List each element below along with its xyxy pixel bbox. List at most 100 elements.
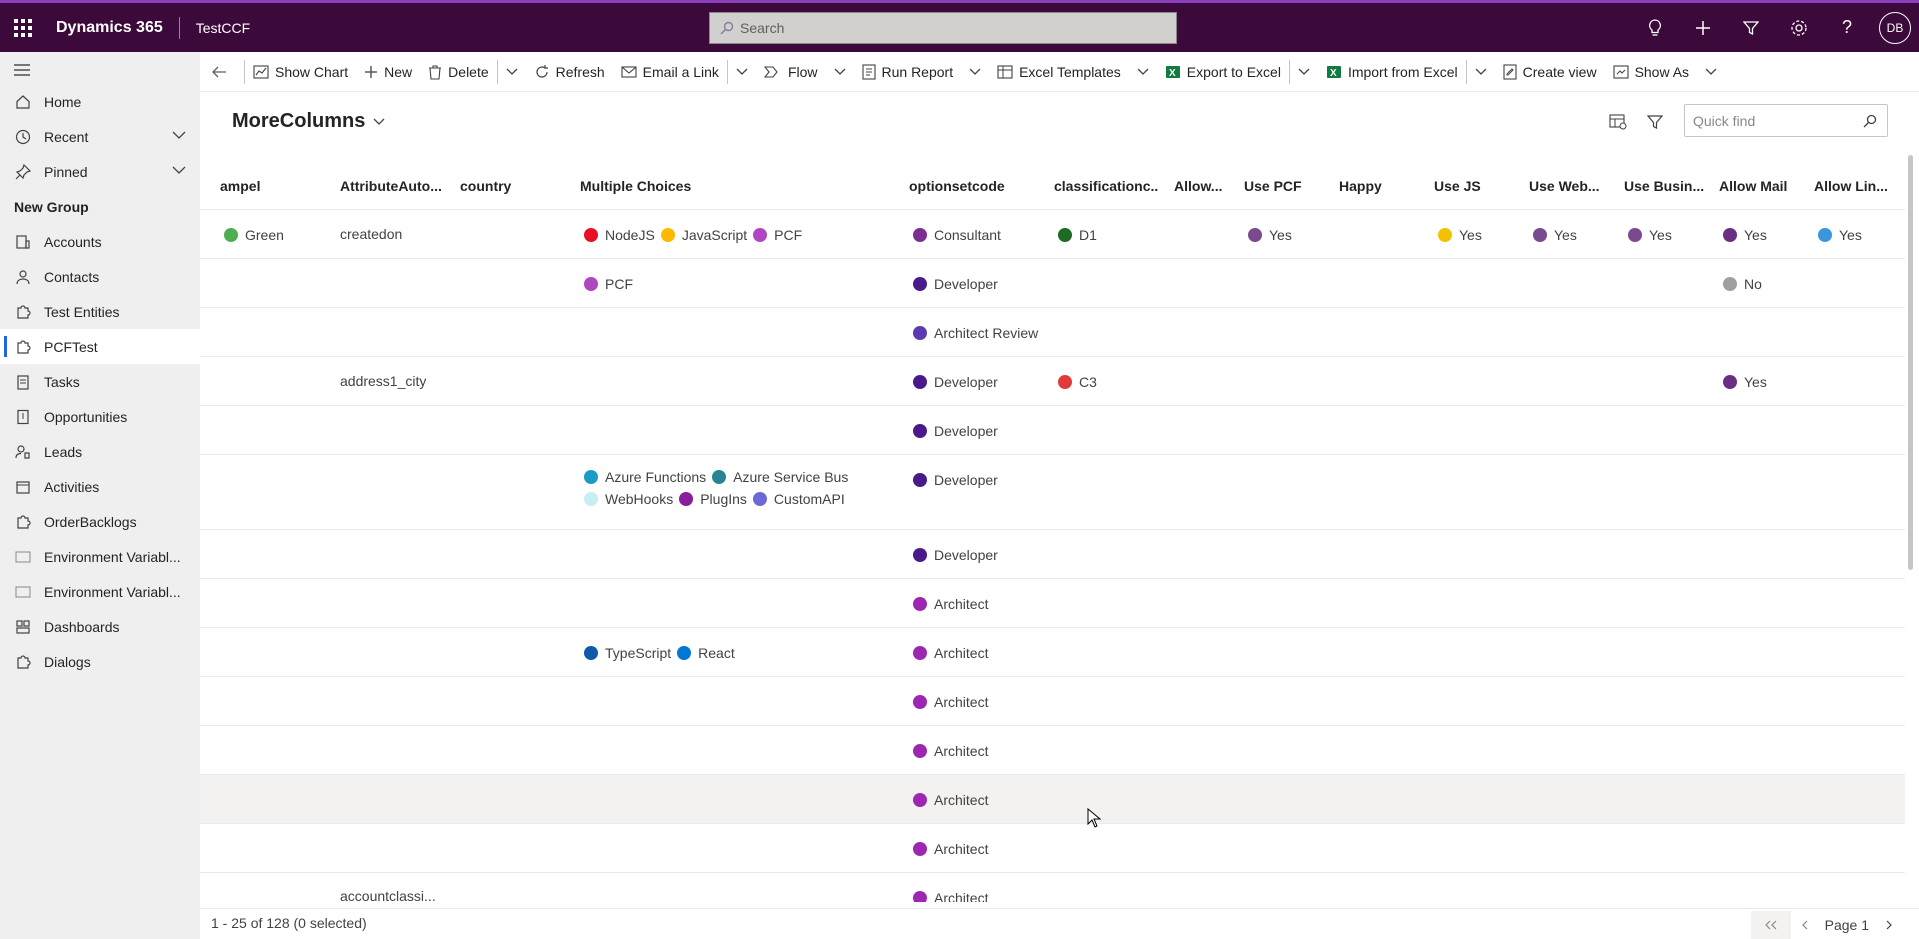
puzzle-icon <box>14 303 32 321</box>
sidebar-item-home[interactable]: Home <box>0 84 200 119</box>
table-row[interactable]: Architect <box>200 775 1905 824</box>
sidebar-item-environment-variable-2[interactable]: Environment Variabl... <box>0 574 200 609</box>
table-row[interactable]: Architect <box>200 726 1905 775</box>
global-search-input[interactable]: Search <box>709 12 1177 44</box>
sidebar-item-contacts[interactable]: Contacts <box>0 259 200 294</box>
choice-chip: WebHooks <box>584 491 673 507</box>
sidebar: Home Recent Pinned New Group Accounts Co… <box>0 52 200 939</box>
cell-optionsetcode: Developer <box>913 259 1043 308</box>
chevron-down-icon <box>506 68 518 75</box>
excel-templates-dropdown[interactable] <box>1129 52 1157 92</box>
run-report-button[interactable]: Run Report <box>854 52 962 92</box>
cell-text: Yes <box>1554 226 1577 243</box>
sidebar-item-activities[interactable]: Activities <box>0 469 200 504</box>
run-report-dropdown[interactable] <box>961 52 989 92</box>
column-header-use-pcf[interactable]: Use PCF <box>1244 178 1302 194</box>
table-row[interactable]: Architect Review <box>200 308 1905 357</box>
export-excel-dropdown[interactable] <box>1290 52 1318 92</box>
filter-icon[interactable] <box>1646 114 1664 133</box>
puzzle-icon <box>14 653 32 671</box>
email-link-button[interactable]: Email a Link <box>613 52 727 92</box>
show-as-button[interactable]: Show As <box>1605 52 1697 92</box>
show-chart-button[interactable]: Show Chart <box>245 52 356 92</box>
vertical-scrollbar[interactable] <box>1908 155 1913 570</box>
excel-templates-button[interactable]: Excel Templates <box>989 52 1129 92</box>
delete-button[interactable]: Delete <box>420 52 496 92</box>
table-row[interactable]: PCF Developer No <box>200 259 1905 308</box>
chevron-down-icon[interactable] <box>172 130 186 140</box>
create-view-button[interactable]: Create view <box>1495 52 1605 92</box>
refresh-button[interactable]: Refresh <box>526 52 613 92</box>
column-header-use-busin[interactable]: Use Busin... <box>1624 178 1705 194</box>
flow-dropdown[interactable] <box>826 52 854 92</box>
column-header-optionsetcode[interactable]: optionsetcode <box>909 178 1005 194</box>
column-header-allow[interactable]: Allow... <box>1174 178 1223 194</box>
table-row[interactable]: Developer <box>200 530 1905 579</box>
search-icon[interactable] <box>1863 114 1877 128</box>
sidebar-item-test-entities[interactable]: Test Entities <box>0 294 200 329</box>
table-row[interactable]: address1_city Developer C3 Yes <box>200 357 1905 406</box>
cell-optionsetcode: Architect <box>913 628 1043 677</box>
first-page-button[interactable] <box>1750 910 1791 939</box>
sidebar-item-dialogs[interactable]: Dialogs <box>0 644 200 679</box>
next-page-button[interactable] <box>1875 911 1903 939</box>
view-selector[interactable]: MoreColumns <box>232 110 385 133</box>
column-header-multiple-choices[interactable]: Multiple Choices <box>580 178 692 194</box>
back-button[interactable] <box>200 52 244 92</box>
help-icon[interactable]: ? <box>1841 17 1852 37</box>
table-row[interactable]: TypeScript React Architect <box>200 628 1905 677</box>
choice-chip: React <box>677 645 735 661</box>
more-delete-dropdown[interactable] <box>498 52 526 92</box>
show-chart-label: Show Chart <box>275 63 349 80</box>
choice-label: WebHooks <box>605 491 674 507</box>
sidebar-item-pinned[interactable]: Pinned <box>0 154 200 189</box>
sidebar-item-accounts[interactable]: Accounts <box>0 224 200 259</box>
column-header-use-js[interactable]: Use JS <box>1434 178 1481 194</box>
column-header-use-web[interactable]: Use Web... <box>1529 178 1600 194</box>
sidebar-item-opportunities[interactable]: Opportunities <box>0 399 200 434</box>
avatar[interactable]: DB <box>1879 11 1911 44</box>
table-row[interactable]: Green createdon NodeJS JavaScript PCF Co… <box>200 210 1905 259</box>
view-title: MoreColumns <box>232 110 366 132</box>
lightbulb-icon[interactable] <box>1631 3 1679 52</box>
sidebar-item-recent[interactable]: Recent <box>0 119 200 154</box>
column-header-attributeauto[interactable]: AttributeAuto... <box>340 178 442 194</box>
app-launcher-icon[interactable] <box>0 3 46 52</box>
table-row[interactable]: Azure Functions Azure Service Bus WebHoo… <box>200 455 1905 530</box>
sidebar-item-tasks[interactable]: Tasks <box>0 364 200 399</box>
sidebar-item-dashboards[interactable]: Dashboards <box>0 609 200 644</box>
filter-icon[interactable] <box>1727 3 1775 52</box>
environment-title[interactable]: TestCCF <box>195 19 251 36</box>
sidebar-item-pcftest[interactable]: PCFTest <box>0 329 200 364</box>
cell-text: Yes <box>1269 226 1292 243</box>
table-row[interactable]: Architect <box>200 677 1905 726</box>
show-as-dropdown[interactable] <box>1697 52 1725 92</box>
sidebar-item-environment-variable-1[interactable]: Environment Variabl... <box>0 539 200 574</box>
gear-icon[interactable] <box>1775 3 1823 52</box>
previous-page-button[interactable] <box>1791 911 1819 939</box>
chevron-down-icon[interactable] <box>172 165 186 175</box>
table-row[interactable]: Developer <box>200 406 1905 455</box>
sidebar-item-orderbacklogs[interactable]: OrderBacklogs <box>0 504 200 539</box>
export-excel-button[interactable]: X Export to Excel <box>1157 52 1289 92</box>
app-title[interactable]: Dynamics 365 <box>56 18 163 36</box>
email-dropdown[interactable] <box>728 52 756 92</box>
plus-icon[interactable] <box>1679 3 1727 52</box>
table-row[interactable]: Architect <box>200 579 1905 628</box>
table-row[interactable]: accountclassi... Architect <box>200 873 1905 902</box>
column-header-classification[interactable]: classificationc... <box>1054 178 1159 194</box>
column-header-allow-mail[interactable]: Allow Mail <box>1719 178 1788 194</box>
edit-columns-icon[interactable] <box>1609 114 1627 133</box>
column-header-happy[interactable]: Happy <box>1339 178 1382 194</box>
new-button[interactable]: New <box>356 52 420 92</box>
quick-find-input[interactable]: Quick find <box>1684 104 1888 137</box>
sidebar-hamburger[interactable] <box>0 60 200 80</box>
column-header-ampel[interactable]: ampel <box>220 178 261 194</box>
table-row[interactable]: Architect <box>200 824 1905 873</box>
import-excel-dropdown[interactable] <box>1467 52 1495 92</box>
column-header-allow-lin[interactable]: Allow Lin... <box>1814 178 1888 194</box>
sidebar-item-leads[interactable]: Leads <box>0 434 200 469</box>
import-excel-button[interactable]: X Import from Excel <box>1318 52 1466 92</box>
flow-button[interactable]: Flow <box>756 52 826 92</box>
column-header-country[interactable]: country <box>460 178 512 194</box>
